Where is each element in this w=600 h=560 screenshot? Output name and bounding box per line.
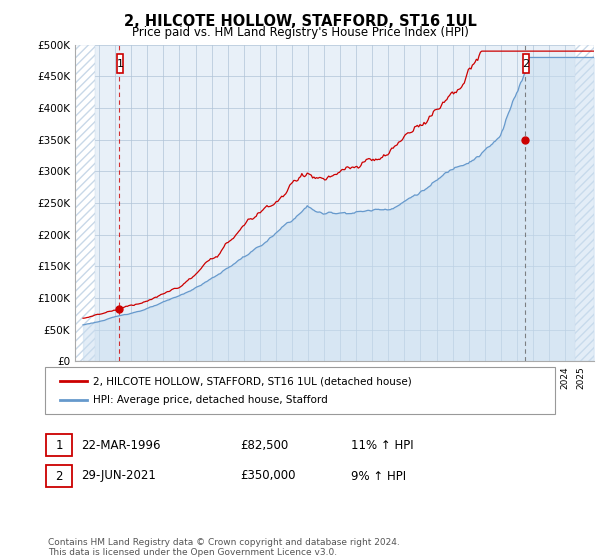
Text: £82,500: £82,500 [240,438,288,452]
Bar [75,45,95,361]
Text: 22-MAR-1996: 22-MAR-1996 [81,438,161,452]
Bar [117,54,122,73]
Text: HPI: Average price, detached house, Stafford: HPI: Average price, detached house, Staf… [93,395,328,405]
Text: £350,000: £350,000 [240,469,296,483]
Text: 2: 2 [55,469,63,483]
Text: 2, HILCOTE HOLLOW, STAFFORD, ST16 1UL (detached house): 2, HILCOTE HOLLOW, STAFFORD, ST16 1UL (d… [93,376,412,386]
Text: Price paid vs. HM Land Registry's House Price Index (HPI): Price paid vs. HM Land Registry's House … [131,26,469,39]
Text: 1: 1 [116,59,124,69]
Text: 29-JUN-2021: 29-JUN-2021 [81,469,156,483]
Text: 1: 1 [55,438,63,452]
Bar [575,45,594,361]
Bar [523,54,529,73]
Text: 2, HILCOTE HOLLOW, STAFFORD, ST16 1UL: 2, HILCOTE HOLLOW, STAFFORD, ST16 1UL [124,14,476,29]
Text: Contains HM Land Registry data © Crown copyright and database right 2024.
This d: Contains HM Land Registry data © Crown c… [48,538,400,557]
Text: 9% ↑ HPI: 9% ↑ HPI [351,469,406,483]
Text: 2: 2 [523,59,529,69]
Text: 11% ↑ HPI: 11% ↑ HPI [351,438,413,452]
